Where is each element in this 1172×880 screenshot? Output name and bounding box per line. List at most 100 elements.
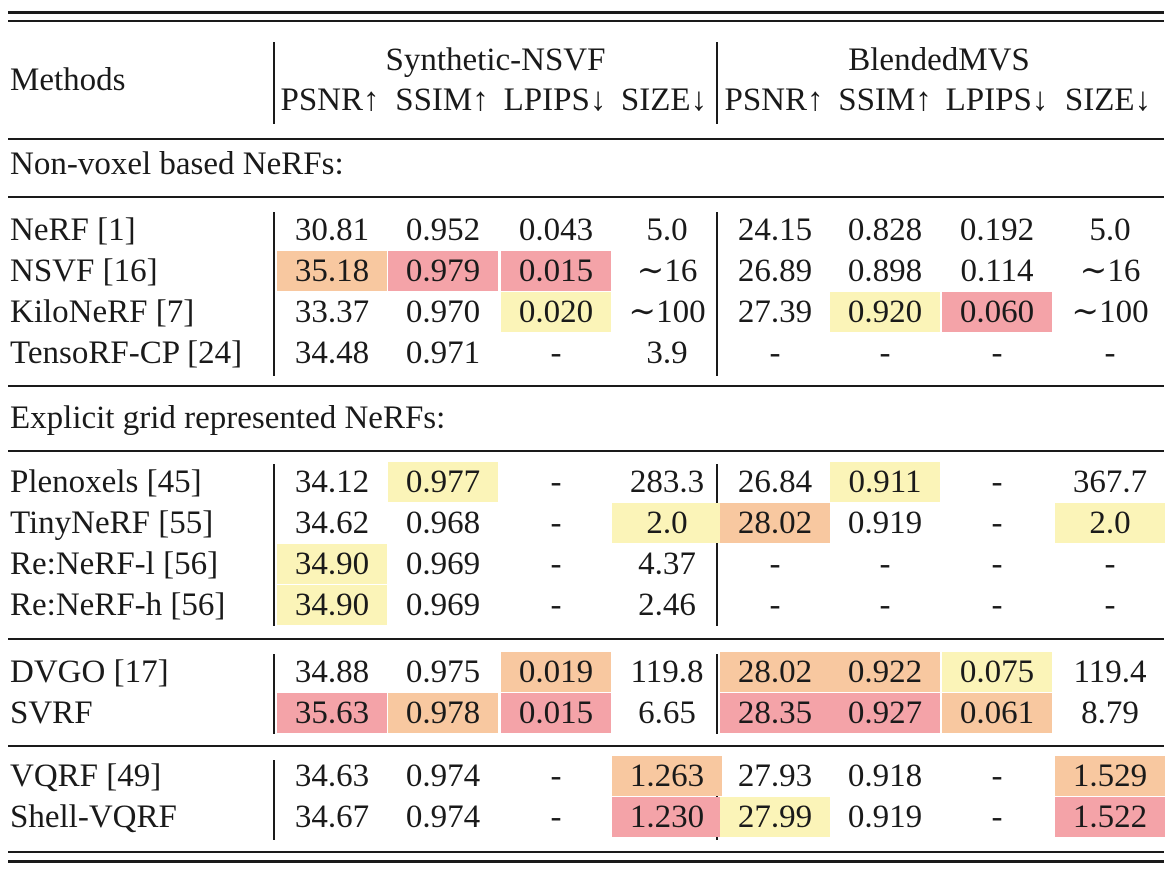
table-cell: 1.263 — [612, 756, 722, 796]
table-cell: 35.63 — [277, 693, 387, 733]
table-cell: 0.952 — [405, 212, 481, 248]
metric-header: LPIPS↓ — [945, 82, 1049, 118]
methods-header: Methods — [10, 62, 126, 98]
table-cell: 0.971 — [405, 335, 481, 371]
header-divider-mid — [716, 42, 718, 124]
table-cell: 0.979 — [388, 251, 498, 291]
table-cell: 0.828 — [847, 212, 923, 248]
table-cell: 0.969 — [405, 546, 481, 582]
table-row-method: SVRF — [10, 695, 93, 731]
table-cell: ∼100 — [1071, 294, 1149, 330]
table-cell: 0.019 — [501, 652, 611, 692]
table-cell: - — [991, 546, 1003, 582]
metric-header: LPIPS↓ — [503, 82, 607, 118]
table-cell: 0.977 — [388, 462, 498, 502]
group-rule-4 — [8, 638, 1164, 640]
table-cell: 0.043 — [518, 212, 594, 248]
table-cell: - — [550, 464, 562, 500]
section-rule-1 — [8, 196, 1164, 198]
table-cell: - — [991, 335, 1003, 371]
table-cell: - — [550, 758, 562, 794]
table-cell: - — [1104, 546, 1116, 582]
table-cell: 0.920 — [830, 292, 940, 332]
table-cell: ∼16 — [636, 253, 698, 289]
table-cell: 0.970 — [405, 294, 481, 330]
table-cell: 0.974 — [405, 758, 481, 794]
divider-mid-3 — [716, 654, 718, 734]
table-cell: 26.89 — [737, 253, 813, 289]
metric-header: SSIM↑ — [838, 82, 932, 118]
table-cell: 283.3 — [629, 464, 705, 500]
table-row-method: TensoRF-CP [24] — [10, 335, 243, 371]
table-cell: - — [769, 335, 781, 371]
table-cell: 2.0 — [612, 503, 722, 543]
table-cell: 0.922 — [830, 652, 940, 692]
section-label-explicit: Explicit grid represented NeRFs: — [10, 400, 446, 436]
table-cell: 0.020 — [501, 292, 611, 332]
metric-header: SIZE↓ — [1064, 82, 1152, 118]
table-cell: - — [550, 505, 562, 541]
table-cell: 0.192 — [959, 212, 1035, 248]
table-cell: - — [769, 546, 781, 582]
table-cell: 367.7 — [1072, 464, 1148, 500]
table-cell: 34.90 — [277, 544, 387, 584]
table-cell: - — [991, 799, 1003, 835]
table-cell: 0.898 — [847, 253, 923, 289]
table-cell: 24.15 — [737, 212, 813, 248]
table-cell: - — [550, 335, 562, 371]
table-cell: ∼16 — [1079, 253, 1141, 289]
table-cell: - — [991, 505, 1003, 541]
table-cell: 26.84 — [737, 464, 813, 500]
table-cell: ∼100 — [628, 294, 706, 330]
table-cell: 0.919 — [847, 505, 923, 541]
table-row-method: Re:NeRF-h [56] — [10, 587, 226, 623]
table-cell: 0.075 — [942, 652, 1052, 692]
divider-left-4 — [273, 760, 275, 840]
divider-left-1 — [273, 212, 275, 376]
table-row-method: Shell-VQRF — [10, 799, 177, 835]
table-cell: 8.79 — [1081, 695, 1139, 731]
table-cell: 0.015 — [501, 251, 611, 291]
table-row-method: KiloNeRF [7] — [10, 294, 195, 330]
top-rule — [8, 11, 1164, 14]
table-row-method: Re:NeRF-l [56] — [10, 546, 219, 582]
table-cell: - — [550, 799, 562, 835]
table-row-method: Plenoxels [45] — [10, 464, 202, 500]
table-cell: 34.90 — [277, 585, 387, 625]
table-cell: 34.12 — [294, 464, 370, 500]
metric-header: PSNR↑ — [724, 82, 824, 118]
table-cell: 119.4 — [1073, 654, 1147, 690]
bottom-rule — [8, 851, 1164, 853]
table-row-method: NeRF [1] — [10, 212, 136, 248]
divider-left-3 — [273, 654, 275, 734]
table-cell: - — [991, 464, 1003, 500]
section-rule-3 — [8, 450, 1164, 452]
divider-mid-1 — [716, 212, 718, 376]
metric-header: SIZE↓ — [620, 82, 708, 118]
table-cell: 34.67 — [294, 799, 370, 835]
table-cell: 0.969 — [405, 587, 481, 623]
table-cell: 30.81 — [294, 212, 370, 248]
table-cell: 0.978 — [388, 693, 498, 733]
table-cell: 0.974 — [405, 799, 481, 835]
table-cell: 0.919 — [847, 799, 923, 835]
section-rule-2 — [8, 385, 1164, 387]
bottom-rule-2 — [8, 860, 1164, 863]
table-cell: - — [879, 587, 891, 623]
group-header-synthetic-nsvf: Synthetic-NSVF — [385, 42, 606, 78]
table-cell: 0.927 — [830, 693, 940, 733]
metric-header: SSIM↑ — [395, 82, 489, 118]
header-rule — [8, 138, 1164, 140]
table-cell: 34.48 — [294, 335, 370, 371]
table-cell: - — [550, 587, 562, 623]
table-cell: 0.061 — [942, 693, 1052, 733]
table-cell: 0.015 — [501, 693, 611, 733]
group-header-blendedmvs: BlendedMVS — [848, 42, 1030, 78]
table-cell: 5.0 — [1089, 212, 1131, 248]
table-cell: 34.88 — [294, 654, 370, 690]
table-cell: 28.02 — [720, 503, 830, 543]
table-cell: 35.18 — [277, 251, 387, 291]
table-cell: 1.529 — [1055, 756, 1165, 796]
table-cell: - — [991, 587, 1003, 623]
table-cell: 0.060 — [942, 292, 1052, 332]
